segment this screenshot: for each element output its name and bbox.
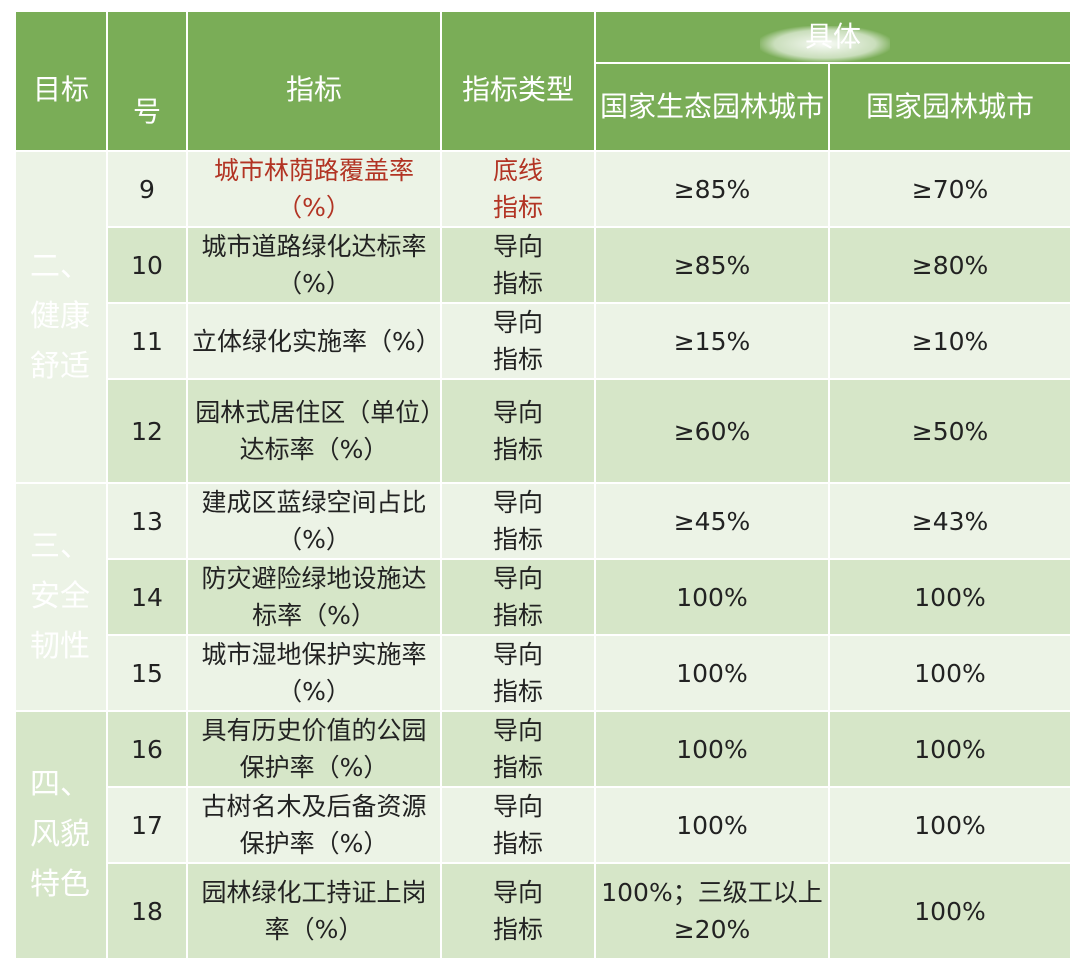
row-no: 17 xyxy=(106,786,188,864)
row-type: 导向指标 xyxy=(440,482,596,560)
table-row: 三、安全韧性 13 建成区蓝绿空间占比（%） 导向指标 ≥45% ≥43% xyxy=(14,482,1073,712)
row-indicator: 立体绿化实施率（%） xyxy=(186,302,442,380)
row-type: 导向指标 xyxy=(440,710,596,788)
garden-city-indicator-table: 目标 号 指标 指标类型 具体 国家生态园林城市 国家园林城市 二、健康舒适 9… xyxy=(14,10,1073,960)
row-eco-city-value: 100% xyxy=(594,558,830,636)
row-no: 18 xyxy=(106,862,188,960)
row-indicator: 具有历史价值的公园保护率（%） xyxy=(186,710,442,788)
header-row-bottom: 国家生态园林城市 国家园林城市 xyxy=(15,62,1073,152)
row-indicator: 城市道路绿化达标率（%） xyxy=(186,226,442,304)
row-type: 导向指标 xyxy=(440,378,596,484)
table-row: 10 城市道路绿化达标率（%） 导向指标 ≥85% ≥80% xyxy=(15,226,1073,304)
table-row: 14 防灾避险绿地设施达标率（%） 导向指标 100% 100% xyxy=(15,558,1073,636)
row-type: 导向指标 xyxy=(440,862,596,960)
row-garden-city-value: ≥70% xyxy=(827,150,1073,228)
row-indicator: 建成区蓝绿空间占比（%） xyxy=(186,482,442,560)
row-type: 导向指标 xyxy=(440,226,596,304)
row-eco-city-value: ≥15% xyxy=(594,302,830,380)
row-type: 导向指标 xyxy=(440,786,596,864)
row-eco-city-value: 100% xyxy=(594,710,830,788)
top-edge-highlight xyxy=(302,0,438,10)
goal-group-character: 四、风貌特色 xyxy=(14,710,108,960)
table-row: 18 园林绿化工持证上岗率（%） 导向指标 100%；三级工以上≥20% 100… xyxy=(15,862,1073,960)
row-no: 10 xyxy=(106,226,188,304)
table-row: 四、风貌特色 16 具有历史价值的公园保护率（%） 导向指标 100% 100% xyxy=(14,710,1073,960)
row-no: 16 xyxy=(106,710,188,788)
table-row: 17 古树名木及后备资源保护率（%） 导向指标 100% 100% xyxy=(15,786,1073,864)
row-indicator: 古树名木及后备资源保护率（%） xyxy=(186,786,442,864)
goal-group-health: 二、健康舒适 xyxy=(14,150,108,484)
row-no: 14 xyxy=(106,558,188,636)
row-garden-city-value: ≥80% xyxy=(827,226,1073,304)
table-row: 15 城市湿地保护实施率（%） 导向指标 100% 100% xyxy=(15,634,1073,712)
row-indicator: 园林式居住区（单位）达标率（%） xyxy=(186,378,442,484)
row-no: 13 xyxy=(106,482,188,560)
col-header-goal: 目标 xyxy=(14,10,108,152)
table-row: 11 立体绿化实施率（%） 导向指标 ≥15% ≥10% xyxy=(15,302,1073,380)
row-garden-city-value: 100% xyxy=(827,710,1073,788)
row-eco-city-value: 100% xyxy=(594,786,830,864)
row-garden-city-value: 100% xyxy=(827,862,1073,960)
row-no: 11 xyxy=(106,302,188,380)
row-indicator: 城市林荫路覆盖率（%） xyxy=(186,150,442,228)
row-eco-city-value: ≥85% xyxy=(594,150,830,228)
row-eco-city-value: 100%；三级工以上≥20% xyxy=(594,862,830,960)
row-indicator: 城市湿地保护实施率（%） xyxy=(186,634,442,712)
table-row: 二、健康舒适 9 城市林荫路覆盖率（%） 底线指标 ≥85% ≥70% xyxy=(14,150,1073,484)
row-eco-city-value: ≥85% xyxy=(594,226,830,304)
col-header-no: 号 xyxy=(106,10,188,152)
blurred-header-overlay xyxy=(760,26,890,62)
row-garden-city-value: 100% xyxy=(827,634,1073,712)
row-garden-city-value: 100% xyxy=(827,786,1073,864)
row-no: 15 xyxy=(106,634,188,712)
row-no: 12 xyxy=(106,378,188,484)
row-garden-city-value: ≥43% xyxy=(827,482,1073,560)
table-row: 12 园林式居住区（单位）达标率（%） 导向指标 ≥60% ≥50% xyxy=(15,378,1073,484)
row-garden-city-value: ≥50% xyxy=(827,378,1073,484)
row-type: 导向指标 xyxy=(440,558,596,636)
header-row-top: 目标 号 指标 指标类型 具体 xyxy=(14,10,1073,152)
goal-group-safety: 三、安全韧性 xyxy=(14,482,108,712)
row-eco-city-value: ≥45% xyxy=(594,482,830,560)
row-type: 导向指标 xyxy=(440,634,596,712)
row-eco-city-value: 100% xyxy=(594,634,830,712)
row-no: 9 xyxy=(106,150,188,228)
row-type: 导向指标 xyxy=(440,302,596,380)
col-header-garden-city: 国家园林城市 xyxy=(827,62,1073,152)
row-eco-city-value: ≥60% xyxy=(594,378,830,484)
col-header-type: 指标类型 xyxy=(440,10,596,152)
col-header-eco-city: 国家生态园林城市 xyxy=(594,62,830,152)
row-garden-city-value: ≥10% xyxy=(827,302,1073,380)
row-type: 底线指标 xyxy=(440,150,596,228)
row-indicator: 园林绿化工持证上岗率（%） xyxy=(186,862,442,960)
row-garden-city-value: 100% xyxy=(827,558,1073,636)
col-header-indicator: 指标 xyxy=(186,10,442,152)
row-indicator: 防灾避险绿地设施达标率（%） xyxy=(186,558,442,636)
